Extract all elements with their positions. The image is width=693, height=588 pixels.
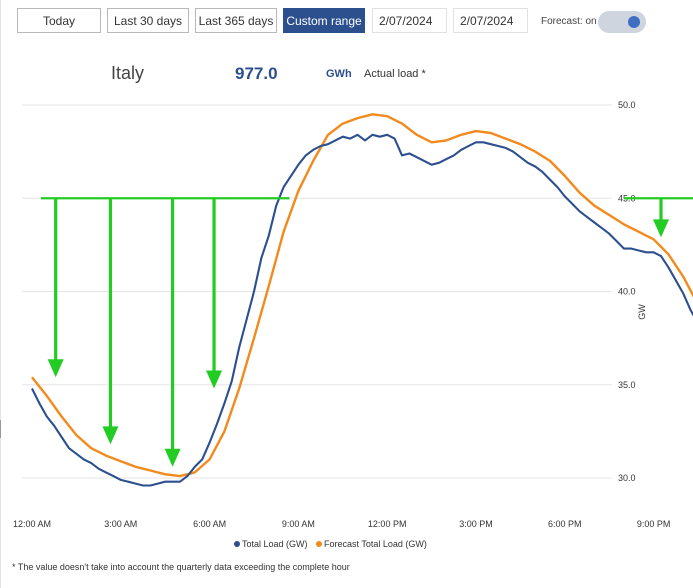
last-365-days-button[interactable]: Last 365 days	[195, 8, 277, 33]
custom-range-button[interactable]: Custom range	[283, 8, 365, 33]
energy-unit: GWh	[326, 68, 352, 80]
x-tick-label: 6:00 PM	[548, 519, 582, 529]
y-axis-ticks: 30.035.040.045.050.0	[618, 100, 636, 483]
y-tick-label: 35.0	[618, 380, 636, 390]
x-tick-label: 9:00 PM	[637, 519, 671, 529]
y-tick-label: 40.0	[618, 287, 636, 297]
annotation-arrow-head	[206, 370, 223, 389]
x-tick-label: 12:00 PM	[368, 519, 407, 529]
last-30-days-button[interactable]: Last 30 days	[107, 8, 189, 33]
annotation-arrow-head	[47, 359, 64, 378]
footnote: * The value doesn't take into account th…	[12, 562, 350, 572]
annotation-arrow-head	[653, 219, 669, 238]
toolbar: Today Last 30 days Last 365 days Custom …	[0, 0, 693, 40]
legend-entry: Total Load (GW)	[242, 539, 308, 549]
toggle-knob	[628, 16, 640, 28]
x-tick-label: 3:00 AM	[104, 519, 137, 529]
legend-marker	[234, 541, 240, 547]
country-name: Italy	[111, 63, 145, 83]
energy-total-value: 977.0	[235, 64, 278, 83]
y-tick-label: 30.0	[618, 473, 636, 483]
x-tick-label: 9:00 AM	[282, 519, 315, 529]
actual-load-label: Actual load *	[364, 68, 426, 80]
forecast-toggle[interactable]	[598, 11, 646, 33]
series-line-forecast-total-load	[31, 113, 693, 478]
resize-handle[interactable]	[0, 420, 4, 438]
legend-entry: Forecast Total Load (GW)	[324, 539, 427, 549]
date-to-input[interactable]: 2/07/2024	[453, 8, 528, 33]
series-line-total-load	[31, 133, 693, 487]
annotation-arrow-head	[164, 448, 181, 467]
date-from-input[interactable]: 2/07/2024	[372, 8, 447, 33]
x-tick-label: 6:00 AM	[193, 519, 226, 529]
x-axis-ticks: 12:00 AM 3:00 AM 6:00 AM 9:00 AM 12:00 PM 3:0…	[13, 519, 670, 529]
x-tick-label: 3:00 PM	[459, 519, 493, 529]
y-axis-label: GW	[637, 304, 647, 320]
chart-grid	[22, 104, 612, 479]
today-button[interactable]: Today	[17, 8, 101, 33]
forecast-toggle-label: Forecast: on	[541, 16, 597, 27]
left-border	[0, 0, 1, 588]
x-tick-label: 12:00 AM	[13, 519, 51, 529]
load-chart: 30.035.040.045.050.0 12:00 AM 3:00 AM 6:00…	[13, 100, 693, 549]
y-tick-label: 50.0	[618, 100, 636, 110]
chart-legend: Total Load (GW) Forecast Total Load (GW)	[234, 539, 427, 549]
legend-marker	[316, 541, 322, 547]
annotation-arrows	[40, 197, 693, 467]
annotation-arrow-head	[102, 426, 119, 445]
